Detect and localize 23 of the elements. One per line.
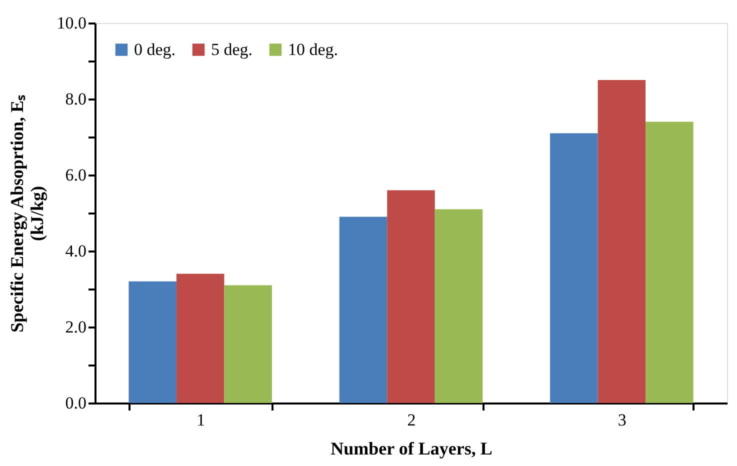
x-tick-label: 3 — [618, 410, 626, 430]
bar — [387, 190, 435, 403]
y-tick-label: 10.0 — [56, 14, 86, 32]
bar — [550, 133, 598, 403]
bar — [224, 285, 272, 403]
x-axis-title: Number of Layers, L — [330, 438, 492, 458]
y-axis-title: Specific Energy Absoprtion, Eₛ (kJ/kg) — [6, 94, 47, 333]
y-tick-label: 8.0 — [65, 90, 86, 108]
bar — [128, 281, 176, 403]
y-tick-label: 2.0 — [65, 318, 86, 336]
y-tick-label: 4.0 — [65, 242, 86, 260]
legend-label: 5 deg. — [211, 40, 253, 59]
legend-label: 10 deg. — [288, 40, 338, 59]
y-tick-label: 0.0 — [65, 394, 86, 412]
legend-label: 0 deg. — [134, 40, 176, 59]
x-tick-label: 1 — [196, 410, 206, 430]
bar — [176, 274, 224, 403]
x-tick-label: 2 — [407, 410, 416, 430]
bar — [339, 216, 388, 403]
bar — [646, 122, 694, 403]
bar — [434, 209, 483, 403]
bar — [598, 80, 646, 403]
y-tick-label: 6.0 — [65, 166, 86, 184]
